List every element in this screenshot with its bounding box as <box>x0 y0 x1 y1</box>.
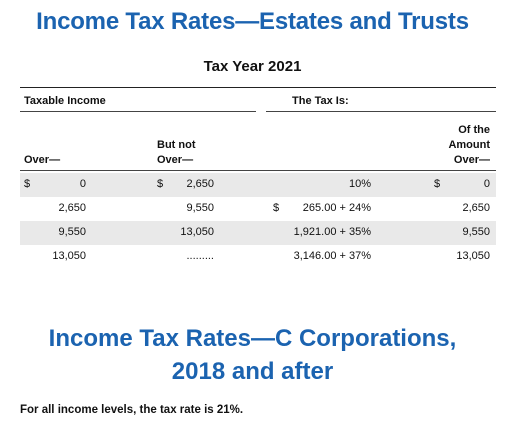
group-rule-left <box>20 111 256 112</box>
section-title-line1: Income Tax Rates—C Corporations, <box>48 325 457 352</box>
cell-of-amount: 9,550 <box>462 226 490 238</box>
col-header-but-not-over-line2: Over— <box>157 154 194 166</box>
table-top-rule <box>20 87 496 88</box>
group-header-the-tax-is: The Tax Is: <box>292 95 349 107</box>
cell-over: 2,650 <box>58 202 86 214</box>
table-row: 13,050 ......... 3,146.00 + 37% 13,050 <box>20 245 496 269</box>
col-header-but-not-over-line1: But not <box>157 139 196 151</box>
section-title-line2: 2018 and after <box>171 358 334 385</box>
tax-year-subtitle: Tax Year 2021 <box>203 58 302 75</box>
table-row: 2,650 9,550 $ 265.00 + 24% 2,650 <box>20 197 496 221</box>
col-header-of-amount-over: Of the Amount Over— <box>430 123 490 168</box>
table-row: $ 0 $ 2,650 10% $ 0 <box>20 173 496 197</box>
cell-over: 13,050 <box>52 250 86 262</box>
header-bottom-rule <box>20 170 496 171</box>
col-header-but-not-over: But not Over— <box>157 138 195 168</box>
cell-but-not-over: 13,050 <box>180 226 214 238</box>
col-header-of-amount-line3: Over— <box>453 154 490 166</box>
cell-of-amount: 0 <box>483 178 490 190</box>
currency-symbol: $ <box>434 178 441 190</box>
cell-but-not-over: 2,650 <box>186 178 214 190</box>
currency-symbol: $ <box>157 178 164 190</box>
col-header-of-amount-line2: Amount <box>448 139 490 151</box>
table-row: 9,550 13,050 1,921.00 + 35% 9,550 <box>20 221 496 245</box>
currency-symbol: $ <box>24 178 31 190</box>
cell-tax: 10% <box>348 178 371 190</box>
page-title: Income Tax Rates—Estates and Trusts <box>36 8 469 35</box>
group-header-taxable-income: Taxable Income <box>24 95 106 107</box>
section-title-c-corporations: Income Tax Rates—C Corporations, 2018 an… <box>0 322 505 388</box>
group-rule-mid <box>266 111 496 112</box>
cell-of-amount: 2,650 <box>462 202 490 214</box>
cell-of-amount: 13,050 <box>456 250 490 262</box>
col-header-of-amount-line1: Of the <box>458 124 490 136</box>
cell-over: 0 <box>79 178 86 190</box>
cell-tax: 1,921.00 + 35% <box>293 226 371 238</box>
col-header-over: Over— <box>24 154 61 166</box>
cell-tax: 3,146.00 + 37% <box>293 250 371 262</box>
corporate-rate-note: For all income levels, the tax rate is 2… <box>20 404 244 416</box>
cell-tax: 265.00 + 24% <box>302 202 371 214</box>
cell-but-not-over: 9,550 <box>186 202 214 214</box>
currency-symbol: $ <box>273 202 280 214</box>
cell-over: 9,550 <box>58 226 86 238</box>
cell-but-not-over: ......... <box>186 250 214 262</box>
